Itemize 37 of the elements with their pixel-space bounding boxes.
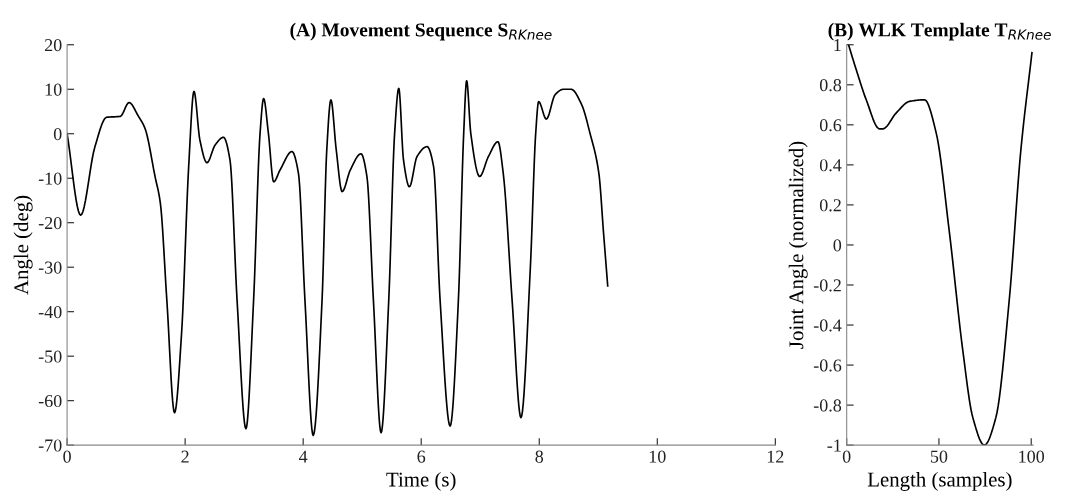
y-tick-label: -0.6 [813, 359, 842, 372]
x-tick-label: 0 [842, 450, 851, 463]
y-tick-label: -1 [827, 439, 841, 452]
y-tick-label: 20 [44, 39, 62, 52]
y-tick-label: 0.2 [819, 199, 841, 212]
y-tick-label: -30 [38, 261, 62, 274]
y-tick-label: -10 [38, 172, 62, 185]
y-tick-label: 0.8 [819, 79, 842, 92]
x-axis-title: Time (s) [386, 471, 456, 491]
y-tick-label: -0.4 [813, 319, 842, 332]
x-axis-title: Length (samples) [867, 471, 1012, 491]
y-tick-label: -0.2 [813, 279, 841, 292]
chart-title: (A) Movement Sequence S$_{RKnee}$ [290, 22, 552, 41]
y-tick-label: -40 [38, 305, 62, 319]
x-tick-label: 0 [63, 450, 71, 463]
y-tick-label: -50 [38, 350, 62, 363]
y-tick-label: 0 [53, 128, 62, 141]
x-tick-label: 50 [930, 450, 948, 463]
y-tick-label: -20 [38, 216, 62, 230]
y-axis-title: Angle (deg) [13, 195, 33, 295]
x-tick-label: 4 [299, 450, 308, 463]
y-tick-label: 1 [834, 39, 841, 52]
x-tick-label: 2 [181, 450, 189, 463]
y-tick-label: 0.4 [819, 159, 842, 172]
y-tick-label: 0 [833, 239, 842, 252]
x-tick-label: 100 [1019, 450, 1045, 463]
chart-title: (B) WLK Template T$_{RKnee}$ [828, 22, 1051, 41]
x-tick-label: 8 [535, 450, 544, 463]
y-tick-label: -70 [38, 439, 62, 452]
y-tick-label: 0.6 [819, 119, 842, 132]
x-tick-label: 6 [417, 450, 426, 463]
x-tick-label: 12 [767, 450, 784, 463]
y-tick-label: -60 [38, 394, 62, 408]
y-axis-title: Joint Angle (normalized) [788, 141, 808, 349]
y-tick-label: 10 [45, 83, 62, 96]
y-tick-label: -0.8 [813, 399, 842, 412]
x-tick-label: 10 [649, 450, 666, 463]
